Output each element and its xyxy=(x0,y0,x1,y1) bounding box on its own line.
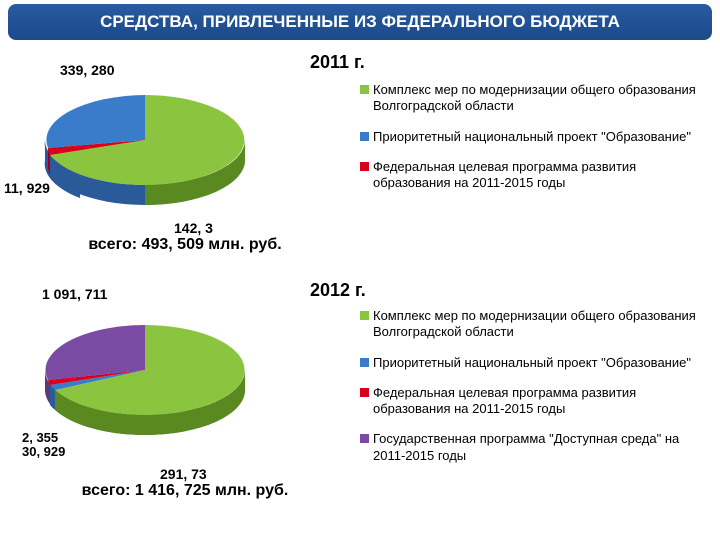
legend-item: Комплекс мер по модернизации общего обра… xyxy=(360,82,703,115)
legend-swatch xyxy=(360,132,369,141)
label-2011-blue: 142, 3 xyxy=(174,220,213,236)
legend-swatch xyxy=(360,434,369,443)
legend-text: Федеральная целевая программа развития о… xyxy=(373,385,703,418)
legend-swatch xyxy=(360,388,369,397)
year-2011: 2011 г. xyxy=(310,52,365,73)
legend-2011: Комплекс мер по модернизации общего обра… xyxy=(360,82,703,205)
legend-item: Приоритетный национальный проект "Образо… xyxy=(360,129,703,145)
legend-text: Государственная программа "Доступная сре… xyxy=(373,431,703,464)
label-2012-blue-a: 2, 355 xyxy=(22,430,58,445)
legend-item: Государственная программа "Доступная сре… xyxy=(360,431,703,464)
pie-2011 xyxy=(20,60,270,220)
total-2011: всего: 493, 509 млн. руб. xyxy=(60,236,310,254)
legend-text: Комплекс мер по модернизации общего обра… xyxy=(373,308,703,341)
label-2011-green: 339, 280 xyxy=(60,62,115,78)
legend-text: Приоритетный национальный проект "Образо… xyxy=(373,129,691,145)
section-2012: 2012 г. 1 091, 711 2, 355 30, 929 291, 7… xyxy=(0,280,720,540)
label-2012-purple: 291, 73 xyxy=(160,466,207,482)
label-2012-green: 1 091, 711 xyxy=(42,286,107,302)
legend-swatch xyxy=(360,85,369,94)
legend-swatch xyxy=(360,311,369,320)
label-2012-blue-b: 30, 929 xyxy=(22,444,65,459)
legend-swatch xyxy=(360,358,369,367)
section-2011: 2011 г. 339, 280 11, 929 142, 3 всего: 4… xyxy=(0,40,720,280)
total-2012: всего: 1 416, 725 млн. руб. xyxy=(40,482,330,500)
legend-swatch xyxy=(360,162,369,171)
legend-text: Федеральная целевая программа развития о… xyxy=(373,159,703,192)
legend-item: Федеральная целевая программа развития о… xyxy=(360,385,703,418)
legend-item: Приоритетный национальный проект "Образо… xyxy=(360,355,703,371)
label-2011-red: 11, 929 xyxy=(4,180,50,196)
year-2012: 2012 г. xyxy=(310,280,366,301)
legend-text: Приоритетный национальный проект "Образо… xyxy=(373,355,691,371)
legend-text: Комплекс мер по модернизации общего обра… xyxy=(373,82,703,115)
pie-2012 xyxy=(20,290,270,450)
legend-item: Комплекс мер по модернизации общего обра… xyxy=(360,308,703,341)
legend-2012: Комплекс мер по модернизации общего обра… xyxy=(360,308,703,478)
legend-item: Федеральная целевая программа развития о… xyxy=(360,159,703,192)
page-header: СРЕДСТВА, ПРИВЛЕЧЕННЫЕ ИЗ ФЕДЕРАЛЬНОГО Б… xyxy=(8,4,712,40)
